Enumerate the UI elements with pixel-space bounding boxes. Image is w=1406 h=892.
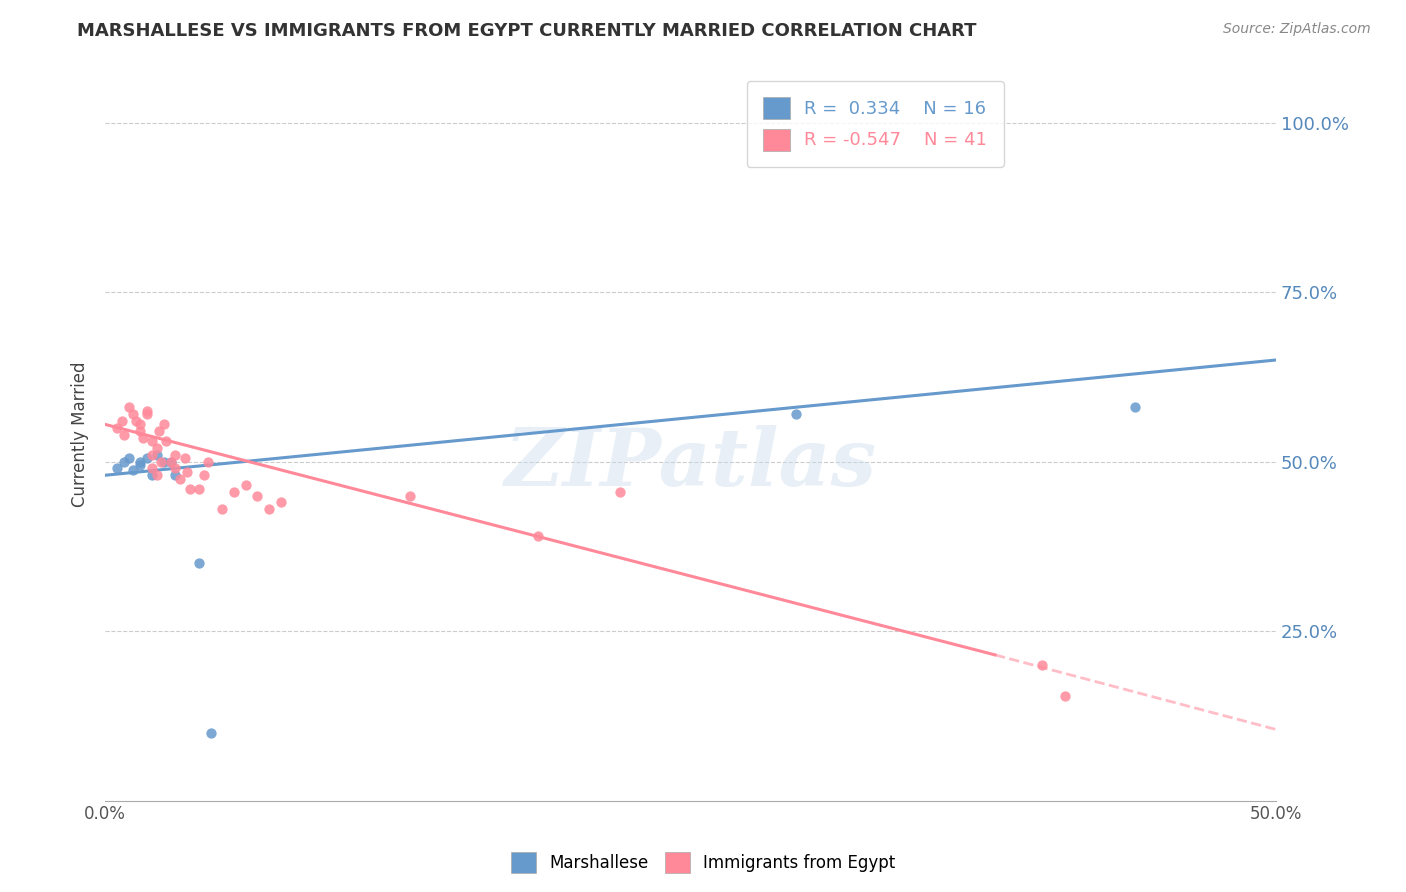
Legend: Marshallese, Immigrants from Egypt: Marshallese, Immigrants from Egypt <box>503 846 903 880</box>
Point <box>200 726 222 740</box>
Point <box>136 404 159 418</box>
Point <box>155 434 177 449</box>
Point <box>124 414 146 428</box>
Point <box>173 451 195 466</box>
Point <box>145 468 167 483</box>
Point <box>131 431 153 445</box>
Point <box>159 455 181 469</box>
Point <box>110 414 132 428</box>
Point <box>136 407 159 421</box>
Point <box>148 424 170 438</box>
Point <box>193 468 215 483</box>
Point <box>112 427 135 442</box>
Point <box>150 455 173 469</box>
Legend: R =  0.334    N = 16, R = -0.547    N = 41: R = 0.334 N = 16, R = -0.547 N = 41 <box>747 81 1004 167</box>
Point <box>129 417 152 432</box>
Point <box>197 455 219 469</box>
Point <box>527 529 550 543</box>
Point <box>105 421 128 435</box>
Point <box>211 502 233 516</box>
Point <box>1125 401 1147 415</box>
Point <box>398 489 420 503</box>
Point <box>129 424 152 438</box>
Point <box>141 468 163 483</box>
Point <box>136 451 159 466</box>
Point <box>152 455 174 469</box>
Point <box>122 463 145 477</box>
Point <box>169 472 191 486</box>
Point <box>1054 689 1077 703</box>
Point <box>145 448 167 462</box>
Text: ZIPatlas: ZIPatlas <box>505 425 877 502</box>
Point <box>785 407 807 421</box>
Point <box>235 478 257 492</box>
Point <box>187 482 209 496</box>
Point <box>141 461 163 475</box>
Point <box>187 557 209 571</box>
Point <box>129 455 152 469</box>
Text: Source: ZipAtlas.com: Source: ZipAtlas.com <box>1223 22 1371 37</box>
Point <box>105 461 128 475</box>
Point <box>609 485 631 500</box>
Point <box>141 448 163 462</box>
Point <box>117 401 139 415</box>
Point <box>176 465 198 479</box>
Point <box>179 482 201 496</box>
Point <box>112 455 135 469</box>
Point <box>152 417 174 432</box>
Point <box>159 455 181 469</box>
Y-axis label: Currently Married: Currently Married <box>72 362 89 508</box>
Point <box>165 468 187 483</box>
Point <box>222 485 245 500</box>
Point <box>246 489 269 503</box>
Point <box>1031 658 1053 673</box>
Text: MARSHALLESE VS IMMIGRANTS FROM EGYPT CURRENTLY MARRIED CORRELATION CHART: MARSHALLESE VS IMMIGRANTS FROM EGYPT CUR… <box>77 22 977 40</box>
Point <box>122 407 145 421</box>
Point <box>117 451 139 466</box>
Point <box>270 495 292 509</box>
Point <box>129 458 152 472</box>
Point <box>257 502 280 516</box>
Point <box>145 441 167 455</box>
Point <box>141 434 163 449</box>
Point <box>165 448 187 462</box>
Point <box>165 461 187 475</box>
